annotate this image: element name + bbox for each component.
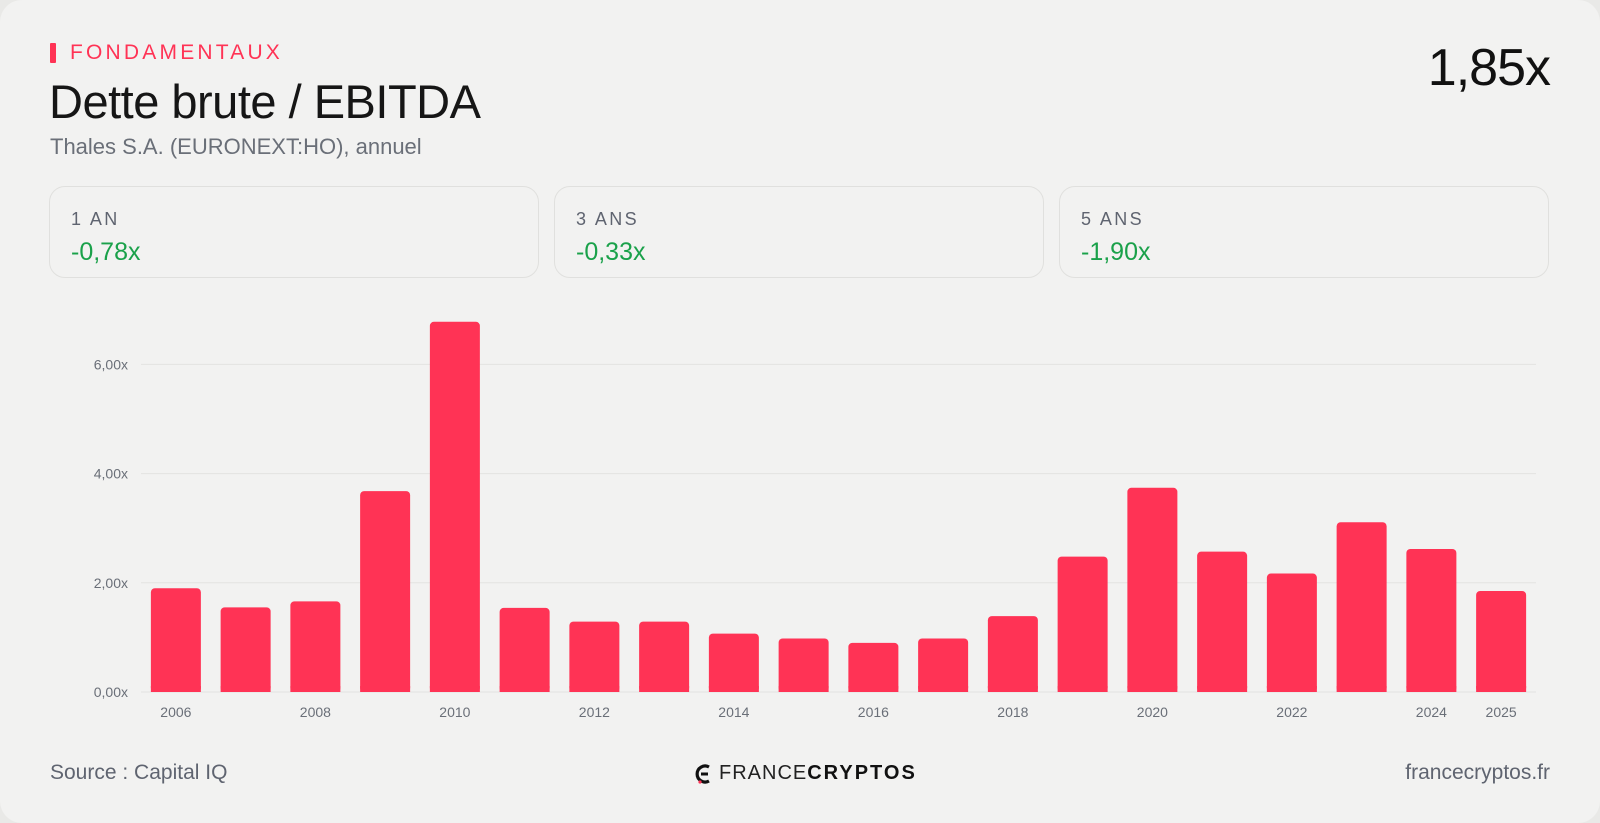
- bar-2009: [360, 491, 411, 692]
- bar-base-2010: [429, 686, 480, 692]
- x-tick-label: 2012: [579, 704, 610, 720]
- brand-name-bold: CRYPTOS: [807, 762, 917, 784]
- bar-base-2006: [150, 686, 201, 692]
- bar-base-2008: [290, 686, 341, 692]
- bar-base-2011: [499, 686, 550, 692]
- chart-subtitle: Thales S.A. (EURONEXT:HO), annuel: [50, 134, 422, 159]
- x-tick-label: 2014: [718, 704, 749, 720]
- x-tick-label: 2022: [1276, 704, 1307, 720]
- section-eyebrow: FONDAMENTAUX: [50, 41, 283, 65]
- bar-2016: [848, 642, 899, 692]
- bar-base-2025: [1476, 686, 1527, 692]
- stat-value: -0,33x: [576, 238, 646, 266]
- bar-2021: [1197, 551, 1248, 692]
- bar-2007: [220, 607, 271, 692]
- bar-base-2022: [1266, 686, 1317, 692]
- bar-2010: [429, 321, 480, 692]
- x-tick-label: 2008: [300, 704, 331, 720]
- bar-2017: [918, 638, 969, 692]
- bar-2013: [639, 621, 690, 692]
- bar-base-2016: [848, 686, 899, 692]
- x-tick-label: 2020: [1137, 704, 1168, 720]
- bar-base-2012: [569, 686, 620, 692]
- bar-base-2021: [1197, 686, 1248, 692]
- source-label: Source : Capital IQ: [50, 761, 228, 784]
- stat-card-1-year: 1 AN -0,78x: [49, 186, 539, 278]
- bar-2015: [778, 638, 829, 692]
- bar-2023: [1336, 522, 1387, 692]
- bar-2022: [1266, 573, 1317, 692]
- stat-label: 5 ANS: [1081, 209, 1145, 229]
- x-tick-label: 2006: [160, 704, 191, 720]
- bar-base-2009: [360, 686, 411, 692]
- bar-2008: [290, 601, 341, 692]
- bar-2006: [150, 588, 201, 692]
- brand-name-light: FRANCE: [719, 762, 808, 784]
- eyebrow-label: FONDAMENTAUX: [70, 41, 284, 64]
- y-tick-label: 0,00x: [94, 684, 128, 700]
- brand-logo: FRANCE CRYPTOS: [693, 762, 917, 785]
- stat-value: -1,90x: [1081, 238, 1151, 266]
- y-tick-label: 2,00x: [94, 575, 128, 591]
- bar-base-2017: [918, 686, 969, 692]
- bar-base-2007: [220, 686, 271, 692]
- x-tick-label: 2025: [1486, 704, 1517, 720]
- y-tick-label: 4,00x: [94, 466, 128, 482]
- bar-2025: [1476, 590, 1527, 692]
- x-tick-label: 2018: [997, 704, 1028, 720]
- bar-base-2019: [1057, 686, 1108, 692]
- bar-base-2013: [639, 686, 690, 692]
- bar-2014: [708, 633, 759, 692]
- current-value: 1,85x: [1427, 39, 1551, 97]
- bar-base-2015: [778, 686, 829, 692]
- bar-2011: [499, 607, 550, 692]
- bar-2012: [569, 621, 620, 692]
- x-tick-label: 2010: [439, 704, 470, 720]
- stat-label: 1 AN: [71, 209, 120, 229]
- bar-2020: [1127, 487, 1178, 692]
- stat-value: -0,78x: [71, 238, 141, 266]
- bar-base-2014: [708, 686, 759, 692]
- bar-2018: [987, 616, 1038, 692]
- bar-base-2024: [1406, 686, 1457, 692]
- x-tick-label: 2016: [858, 704, 889, 720]
- brand-mark-icon: [695, 763, 710, 784]
- eyebrow-accent-bar: [50, 43, 56, 63]
- stat-label: 3 ANS: [576, 209, 640, 229]
- bar-base-2020: [1127, 686, 1178, 692]
- chart-title: Dette brute / EBITDA: [49, 75, 481, 128]
- y-tick-label: 6,00x: [94, 356, 128, 372]
- bar-base-2023: [1336, 686, 1387, 692]
- stat-card-3-years: 3 ANS -0,33x: [554, 186, 1044, 278]
- x-tick-label: 2024: [1416, 704, 1447, 720]
- bar-2024: [1406, 548, 1457, 692]
- bar-2019: [1057, 556, 1108, 692]
- bar-base-2018: [987, 686, 1038, 692]
- stat-card-5-years: 5 ANS -1,90x: [1059, 186, 1549, 278]
- site-link[interactable]: francecryptos.fr: [1405, 761, 1550, 784]
- bar-chart: 0,00x 2,00x 4,00x 6,00x 2006 2008 2010 2012 2014…: [94, 321, 1536, 720]
